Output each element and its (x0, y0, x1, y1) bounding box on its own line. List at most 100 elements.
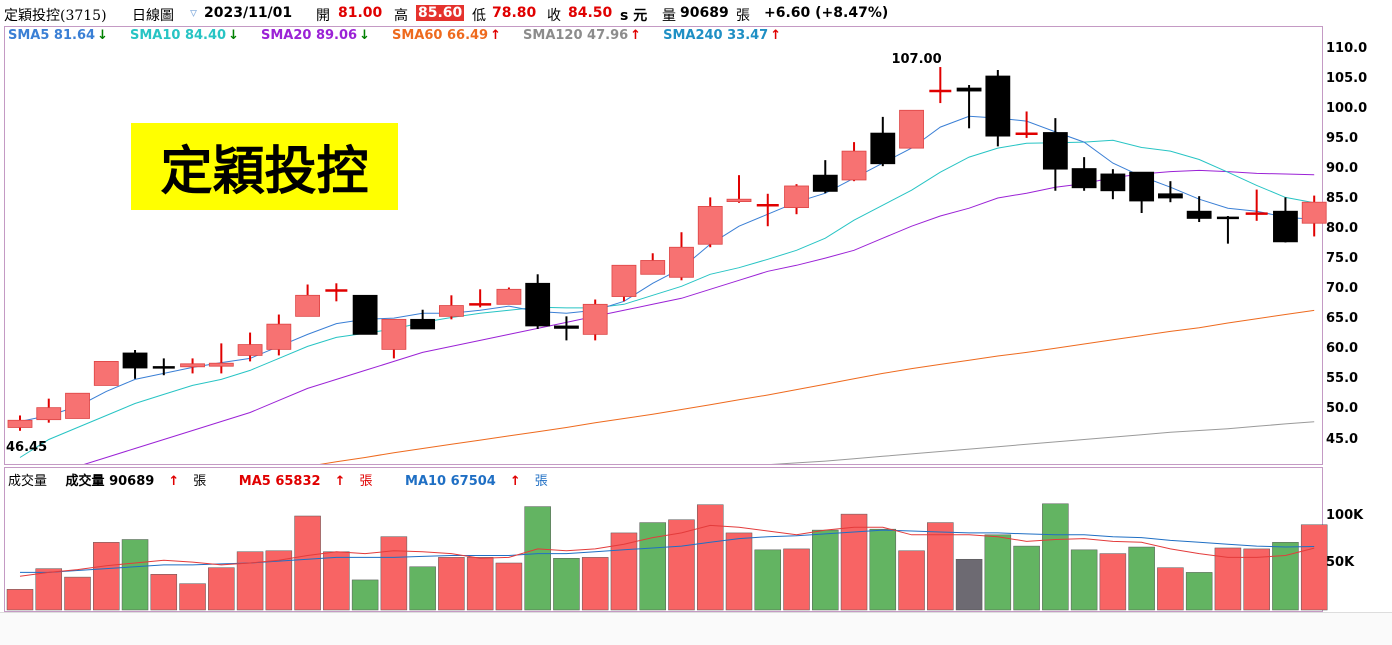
y-tick-label: 90.0 (1326, 161, 1359, 177)
candle-body (1042, 132, 1068, 170)
candle-body (985, 75, 1011, 137)
stock-banner: 定穎投控 (131, 123, 398, 210)
volume-bar (294, 515, 321, 611)
volume-bar (1128, 546, 1155, 611)
y-tick-label: 65.0 (1326, 311, 1359, 327)
candle-body (611, 264, 637, 297)
sma-legend-label: SMA5 81.64 (8, 28, 96, 43)
candle-body (496, 288, 522, 305)
candle-body (208, 362, 234, 367)
candle-body (899, 109, 924, 149)
volume-bar (64, 576, 91, 611)
volume-bar (955, 558, 983, 611)
y-tick-label: 70.0 (1326, 281, 1359, 297)
volume-bar (6, 589, 34, 611)
sma-legend-item: SMA5 81.64 ↓ (8, 28, 108, 43)
y-tick-label: 45.0 (1326, 431, 1359, 447)
volume-value: 成交量 90689 (65, 474, 155, 489)
sma-legend-item: SMA20 89.06 ↓ (261, 28, 370, 43)
y-tick-label: 50.0 (1326, 401, 1359, 417)
volume-bar (1272, 542, 1299, 611)
volume-bar (150, 574, 178, 611)
candle-body (726, 198, 752, 202)
volume-bar (1157, 567, 1184, 611)
y-tick-label: 100.0 (1326, 101, 1368, 117)
price-annotation: 107.00 (891, 52, 941, 67)
volume-bar (984, 534, 1012, 611)
volume-bar (1214, 547, 1242, 611)
volume-bar (236, 551, 264, 611)
y-tick-label: 55.0 (1326, 371, 1359, 387)
volume-bar (725, 532, 753, 611)
vol-tick-label: 100K (1326, 508, 1364, 523)
volume-bar (35, 568, 63, 611)
volume-bar (323, 551, 350, 611)
volume-bar (1099, 553, 1127, 611)
volume-bar (466, 557, 494, 611)
candle-body (438, 305, 464, 317)
candle-body (582, 303, 608, 335)
volume-arrow-icon: ↑ (168, 474, 180, 489)
volume-bar (581, 557, 609, 611)
sma-legend-item: SMA60 66.49 ↑ (392, 28, 501, 43)
arrow-down-icon: ↓ (228, 28, 239, 43)
sma10-line (19, 139, 1315, 458)
vol-ma5-unit: 張 (359, 474, 373, 489)
sma-legend-item: SMA120 47.96 ↑ (523, 28, 641, 43)
period-dropdown-icon[interactable]: ▿ (190, 5, 198, 21)
sma-legend-item: SMA10 84.40 ↓ (130, 28, 239, 43)
volume-bar (1243, 548, 1270, 611)
volume-bar (869, 528, 897, 611)
volume-bar (495, 562, 523, 611)
y-tick-label: 60.0 (1326, 341, 1359, 357)
volume-bar (927, 522, 954, 611)
close-value: 84.50 (568, 5, 613, 21)
quote-header: 定穎投控(3715) 日線圖 ▿ 2023/11/01 開 81.00 高 85… (0, 0, 1392, 26)
quote-date: 2023/11/01 (204, 5, 293, 21)
candle-body (36, 407, 62, 421)
volume-bar (754, 549, 782, 611)
vol-ma5-line (19, 524, 1315, 577)
arrow-down-icon: ↓ (97, 28, 108, 43)
candle-body (956, 87, 982, 92)
candle-body (554, 325, 579, 329)
candle-body (1301, 201, 1327, 224)
sma5-line (19, 115, 1315, 422)
arrow-up-icon: ↑ (630, 28, 642, 43)
sma-legend-label: SMA120 47.96 (523, 28, 629, 43)
sma-legend-label: SMA240 33.47 (663, 28, 769, 43)
volume-title: 成交量 (8, 474, 48, 489)
sma-legend-item: SMA240 33.47 ↑ (663, 28, 781, 43)
vol-ma10-arrow-icon: ↑ (509, 474, 521, 489)
sma-legend-label: SMA60 66.49 (392, 28, 489, 43)
close-label: 收 (547, 8, 561, 24)
volume-bar (1070, 549, 1098, 611)
candle-body (669, 246, 694, 278)
candle-body (870, 132, 896, 165)
sma60-line (319, 309, 1315, 464)
sma-legend-label: SMA10 84.40 (129, 28, 227, 43)
open-value: 81.00 (338, 5, 383, 21)
price-annotation: 46.45 (6, 440, 47, 455)
arrow-down-icon: ↓ (359, 28, 370, 43)
y-tick-label: 80.0 (1326, 221, 1359, 237)
volume-bar (380, 536, 408, 611)
arrow-up-icon: ↑ (770, 28, 782, 43)
candle-body (525, 282, 551, 327)
candle-body (1071, 168, 1097, 189)
sma-legend: SMA5 81.64 ↓ SMA10 84.40 ↓ SMA20 89.06 ↓ SMA60… (8, 28, 803, 43)
vol-unit: 張 (736, 8, 750, 24)
vol-label: 量 (662, 8, 676, 24)
vol-value: 90689 (680, 5, 729, 21)
volume-bar (1185, 572, 1213, 611)
y-tick-label: 105.0 (1326, 71, 1368, 87)
vol-tick-label: 50K (1326, 555, 1355, 570)
price-change: +6.60 (+8.47%) (764, 5, 889, 21)
candle-body (1158, 193, 1183, 199)
volume-bar (812, 529, 839, 611)
vol-ma10-value: MA10 67504 (405, 474, 496, 489)
y-tick-label: 75.0 (1326, 251, 1359, 267)
volume-bar (553, 558, 580, 611)
volume-bar (898, 550, 925, 611)
